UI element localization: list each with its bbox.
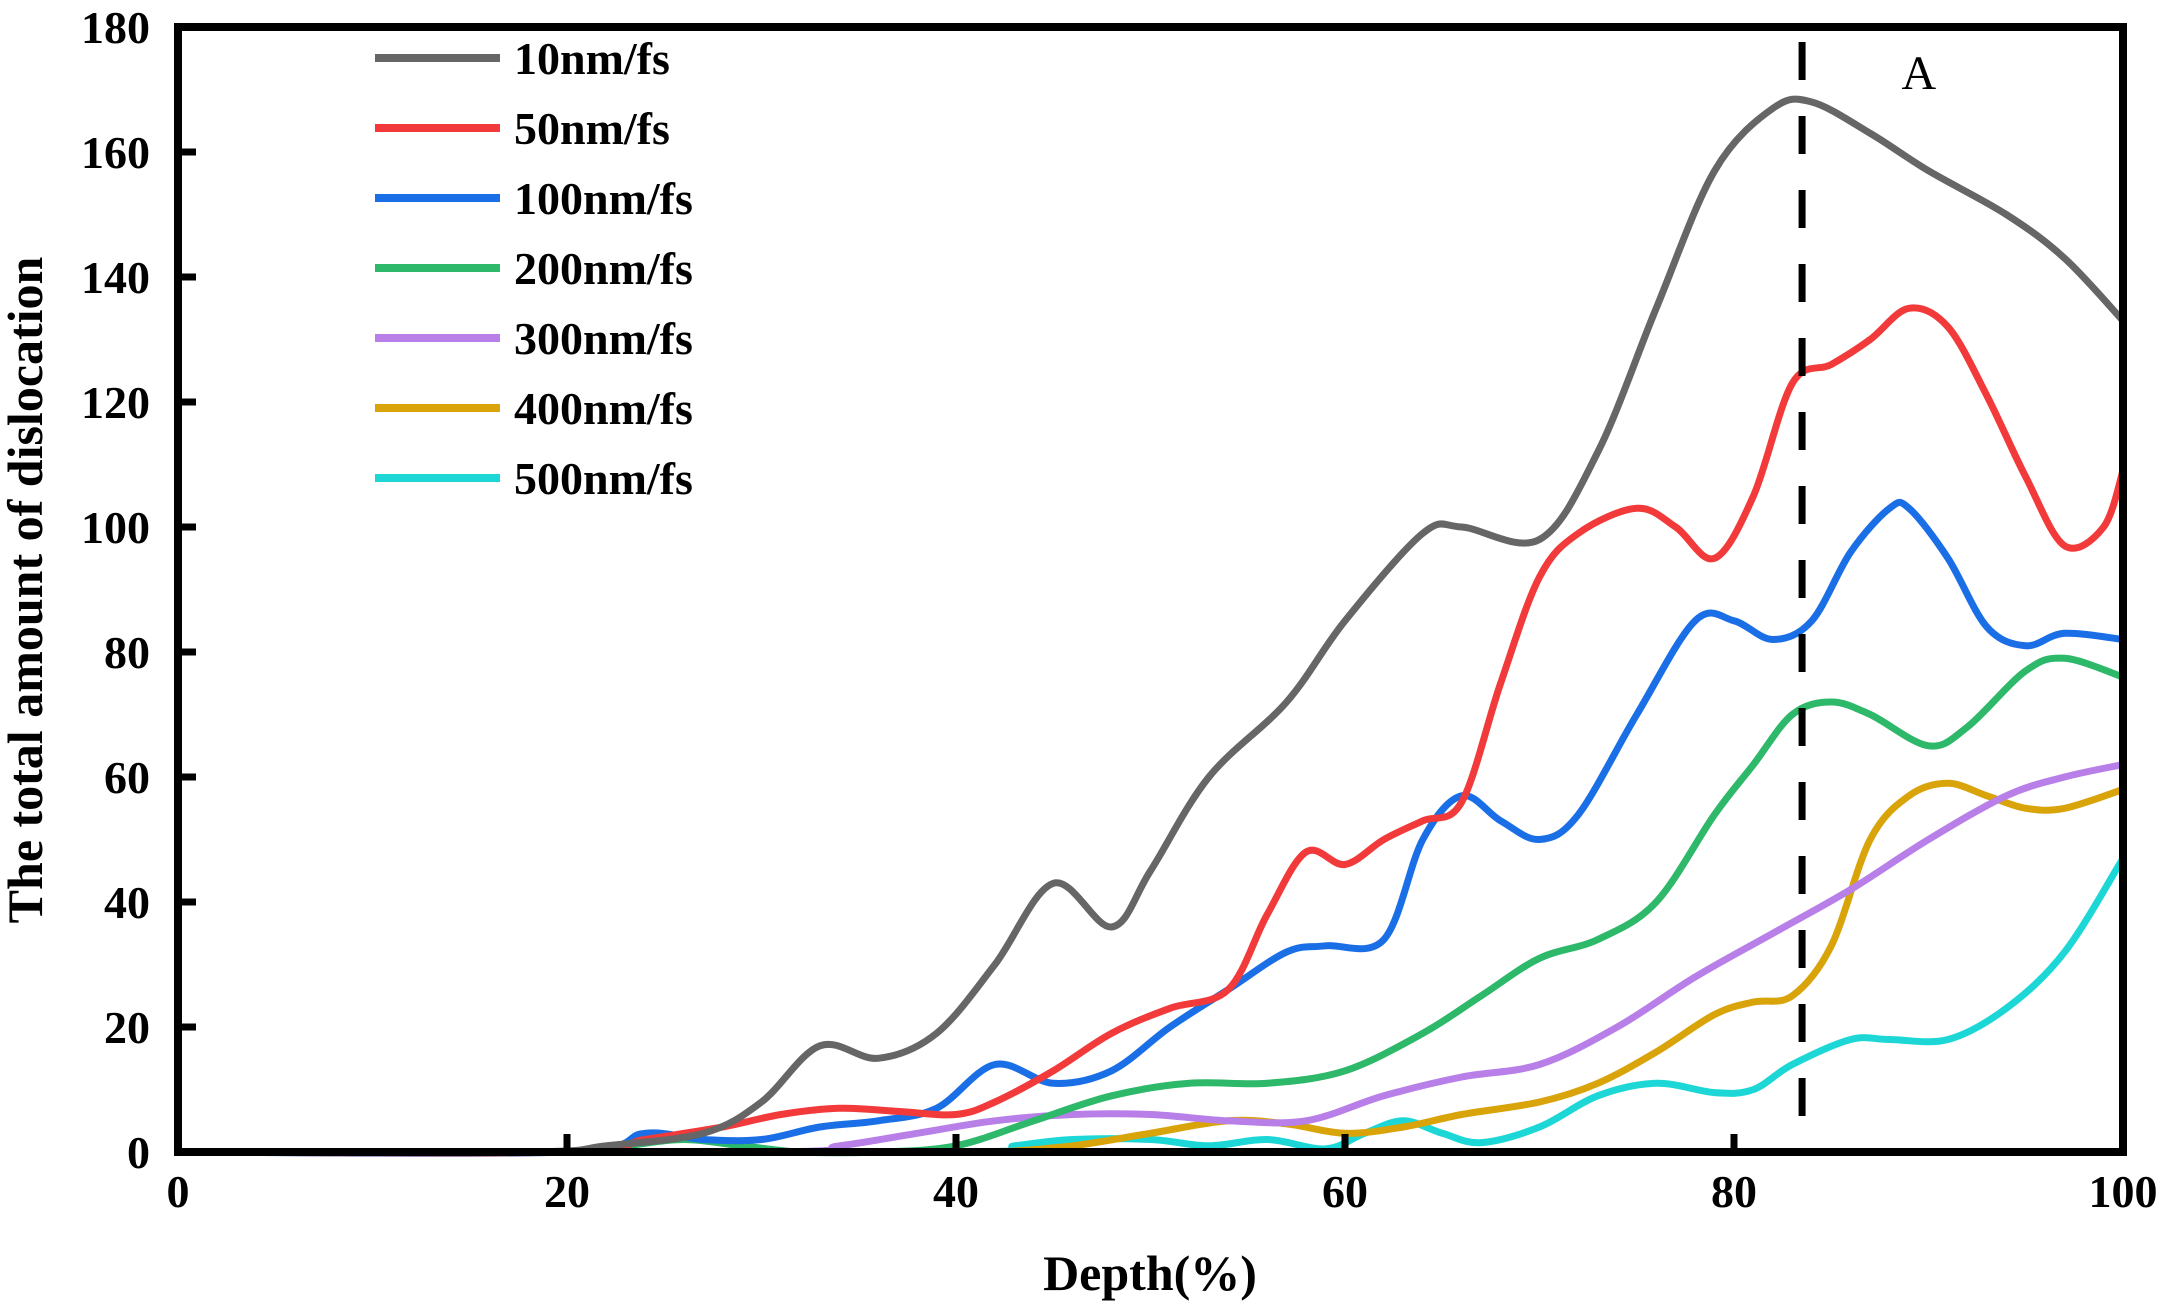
series-line-500nm-fs xyxy=(174,854,2127,1156)
legend-label: 400nm/fs xyxy=(514,383,693,434)
series-layer xyxy=(174,95,2127,1157)
annotation-label: A xyxy=(1901,47,1936,100)
legend-item: 300nm/fs xyxy=(375,313,693,364)
legend-item: 50nm/fs xyxy=(375,103,670,154)
series-line-300nm-fs xyxy=(174,761,2127,1156)
x-tick-label: 80 xyxy=(1711,1166,1757,1217)
legend-item: 200nm/fs xyxy=(375,243,693,294)
x-axis-ticks: 0 20 40 60 80 100 xyxy=(167,1134,2158,1217)
series-line-50nm-fs xyxy=(174,304,2127,1157)
legend-label: 200nm/fs xyxy=(514,243,693,294)
series-line-10nm-fs xyxy=(174,95,2127,1156)
legend-item: 100nm/fs xyxy=(375,173,693,224)
y-tick-label: 0 xyxy=(127,1127,150,1178)
legend-label: 300nm/fs xyxy=(514,313,693,364)
series-line-400nm-fs xyxy=(174,779,2127,1156)
legend-item: 500nm/fs xyxy=(375,453,693,504)
legend: 10nm/fs 50nm/fs 100nm/fs 200nm/fs 300nm/fs 40… xyxy=(375,33,693,504)
legend-item: 400nm/fs xyxy=(375,383,693,434)
legend-item: 10nm/fs xyxy=(375,33,670,84)
x-tick-label: 100 xyxy=(2089,1166,2158,1217)
annotations: A xyxy=(1798,42,1936,1117)
x-tick-label: 0 xyxy=(167,1166,190,1217)
legend-label: 500nm/fs xyxy=(514,453,693,504)
y-tick-label: 160 xyxy=(81,127,150,178)
x-tick-label: 40 xyxy=(933,1166,979,1217)
x-axis-title: Depth(%) xyxy=(1043,1245,1257,1301)
legend-label: 50nm/fs xyxy=(514,103,670,154)
x-tick-label: 20 xyxy=(544,1166,590,1217)
y-tick-label: 20 xyxy=(104,1002,150,1053)
y-tick-label: 80 xyxy=(104,627,150,678)
y-tick-label: 120 xyxy=(81,377,150,428)
y-tick-label: 60 xyxy=(104,752,150,803)
legend-label: 100nm/fs xyxy=(514,173,693,224)
y-axis-ticks: 0 20 40 60 80 100 120 140 160 180 xyxy=(81,2,196,1178)
y-tick-label: 100 xyxy=(81,502,150,553)
x-tick-label: 60 xyxy=(1322,1166,1368,1217)
y-tick-label: 180 xyxy=(81,2,150,53)
series-line-200nm-fs xyxy=(174,654,2127,1157)
y-tick-label: 40 xyxy=(104,877,150,928)
y-tick-label: 140 xyxy=(81,252,150,303)
legend-label: 10nm/fs xyxy=(514,33,670,84)
axes-layer xyxy=(174,23,2127,1156)
series-line-100nm-fs xyxy=(174,498,2127,1157)
y-axis-title: The total amount of dislocation xyxy=(0,256,53,923)
